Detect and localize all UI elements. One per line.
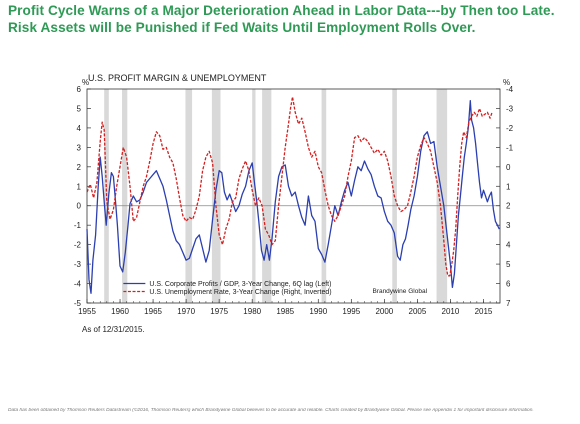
left-tick-label: -5 [74, 299, 82, 308]
recession-band-6 [321, 89, 327, 303]
left-tick-label: 5 [77, 104, 82, 113]
x-tick-label: 2010 [442, 307, 460, 316]
right-tick-label: 7 [506, 299, 511, 308]
left-tick-label: 0 [77, 202, 82, 211]
right-tick-label: 5 [506, 260, 511, 269]
left-tick-label: 2 [77, 163, 82, 172]
x-tick-label: 1960 [111, 307, 129, 316]
recession-band-3 [211, 89, 221, 303]
right-tick-label: 2 [506, 202, 511, 211]
axis-ticks: -5 -4 -3 -2 -1 0 1 2 3 4 5 6 -4 -3 -2 -1 0 1 2 3 4 5 6 7 1955 196… [74, 85, 514, 316]
recession-band-1 [122, 89, 128, 303]
profits-line [86, 100, 500, 294]
unemployment-line [86, 96, 493, 277]
left-tick-label: 6 [77, 85, 82, 94]
recession-band-5 [262, 89, 272, 303]
as-of-date: As of 12/31/2015. [82, 325, 145, 334]
right-tick-label: -4 [506, 85, 514, 94]
x-tick-label: 1975 [210, 307, 228, 316]
legend-label-unemployment: U.S. Unemployment Rate, 3-Year Change (R… [149, 289, 331, 296]
right-tick-label: 3 [506, 221, 511, 230]
left-tick-label: -3 [74, 260, 82, 269]
x-tick-label: 2015 [475, 307, 493, 316]
left-tick-label: 1 [77, 182, 82, 191]
left-axis-unit: % [82, 78, 89, 87]
right-tick-label: -1 [506, 143, 514, 152]
footer-disclaimer: Data has been obtained by Thomson Reuter… [8, 408, 534, 413]
x-tick-label: 1965 [144, 307, 162, 316]
x-tick-label: 2005 [409, 307, 427, 316]
right-tick-label: -2 [506, 124, 514, 133]
left-tick-label: -2 [74, 241, 82, 250]
right-tick-label: -3 [506, 104, 514, 113]
x-tick-label: 2000 [375, 307, 393, 316]
right-tick-label: 1 [506, 182, 511, 191]
left-tick-label: 4 [77, 124, 82, 133]
left-tick-label: -4 [74, 280, 82, 289]
x-tick-label: 1955 [78, 307, 96, 316]
x-tick-label: 1985 [276, 307, 294, 316]
right-tick-label: 4 [506, 241, 511, 250]
legend-label-profits: U.S. Corporate Profits / GDP, 3-Year Cha… [149, 281, 331, 288]
series-lines [86, 96, 500, 294]
chart-title: U.S. PROFIT MARGIN & UNEMPLOYMENT [88, 73, 267, 83]
left-tick-label: -1 [74, 221, 82, 230]
recession-band-2 [185, 89, 193, 303]
brandywine-annotation: Brandywine Global [372, 288, 427, 295]
legend: U.S. Corporate Profits / GDP, 3-Year Cha… [123, 281, 332, 296]
left-tick-label: 3 [77, 143, 82, 152]
plot-frame [86, 88, 501, 304]
x-tick-label: 1990 [309, 307, 327, 316]
right-tick-label: 0 [506, 163, 511, 172]
x-tick-label: 1995 [342, 307, 360, 316]
right-axis-unit: % [503, 78, 510, 87]
x-tick-label: 1970 [177, 307, 195, 316]
x-tick-label: 1980 [243, 307, 261, 316]
page-title: Profit Cycle Warns of a Major Deteriorat… [8, 3, 555, 35]
right-tick-label: 6 [506, 280, 511, 289]
